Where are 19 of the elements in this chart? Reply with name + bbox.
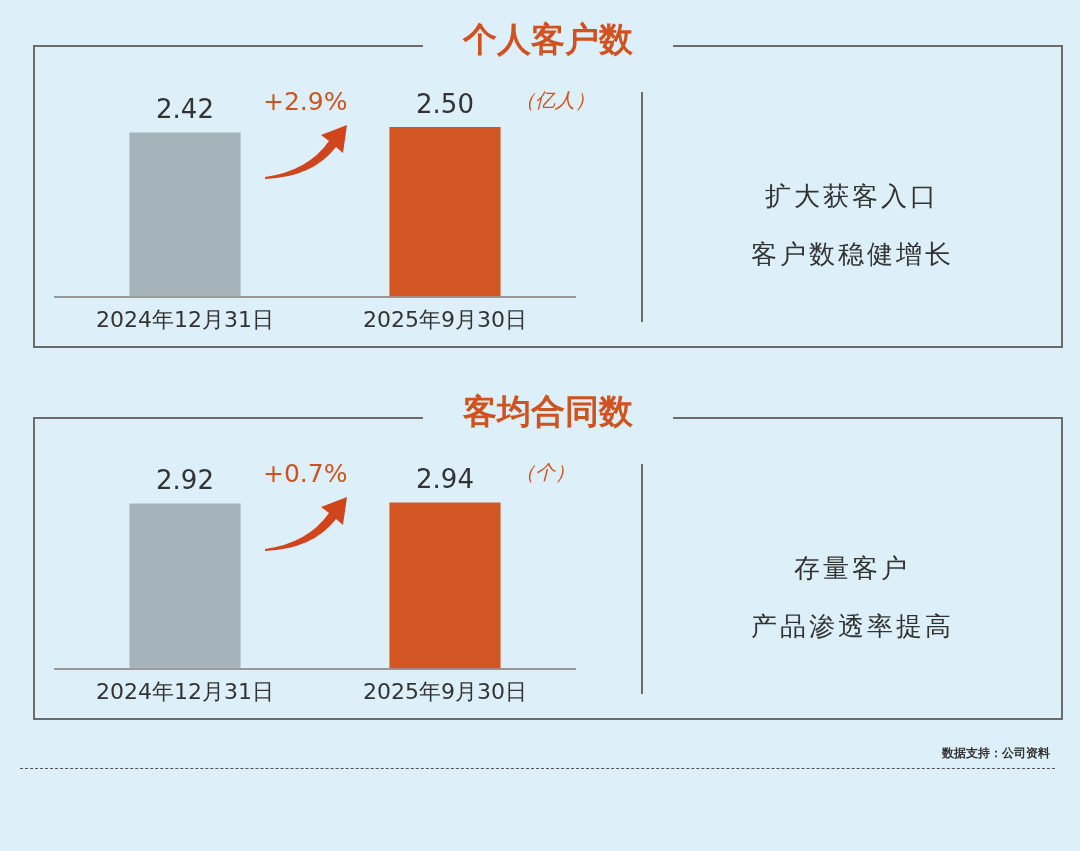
x-tick-label: 2024年12月31日	[96, 678, 274, 704]
data-label: 2.42	[156, 94, 214, 125]
x-tick-label: 2025年9月30日	[363, 306, 527, 332]
data-label: 2.50	[416, 88, 474, 119]
data-label: 2.94	[416, 464, 474, 495]
y-axis-title: （亿人）	[515, 87, 595, 114]
text: 数据支持：公司资料	[942, 745, 1050, 762]
text: 客户数稳健增长	[749, 238, 955, 271]
x-tick-label: 2024年12月31日	[96, 306, 274, 332]
text: 扩大获客入口	[764, 180, 940, 213]
y-axis-title: （个）	[515, 459, 575, 486]
text: +2.9%	[263, 87, 348, 116]
text: 产品渗透率提高	[749, 610, 955, 643]
text: 存量客户	[793, 552, 911, 585]
chart-title: 个人客户数	[423, 19, 673, 59]
data-label: 2.92	[156, 465, 214, 496]
text: +0.7%	[263, 459, 348, 488]
x-tick-label: 2025年9月30日	[363, 678, 527, 704]
chart-title: 客均合同数	[423, 391, 673, 431]
